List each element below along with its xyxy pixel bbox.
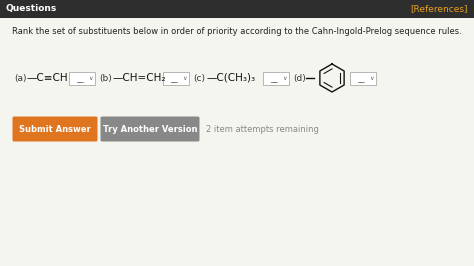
Text: Submit Answer: Submit Answer — [19, 124, 91, 134]
Text: ∨: ∨ — [369, 77, 374, 81]
Text: __: __ — [357, 74, 365, 84]
Text: —C≡CH: —C≡CH — [27, 73, 69, 83]
Text: (b): (b) — [99, 73, 112, 82]
Text: Questions: Questions — [6, 5, 57, 14]
Text: ∨: ∨ — [282, 77, 287, 81]
Text: (c): (c) — [193, 73, 205, 82]
Text: (a): (a) — [14, 73, 27, 82]
Text: __: __ — [270, 74, 278, 84]
FancyBboxPatch shape — [163, 72, 189, 85]
Text: 2 item attempts remaining: 2 item attempts remaining — [206, 124, 319, 134]
Text: [References]: [References] — [410, 5, 468, 14]
Text: ∨: ∨ — [88, 77, 92, 81]
Text: —CH=CH₂: —CH=CH₂ — [113, 73, 166, 83]
FancyBboxPatch shape — [0, 0, 474, 18]
FancyBboxPatch shape — [100, 117, 200, 142]
Text: Try Another Version: Try Another Version — [103, 124, 197, 134]
Text: —C(CH₃)₃: —C(CH₃)₃ — [207, 73, 256, 83]
FancyBboxPatch shape — [69, 72, 95, 85]
Text: (d): (d) — [293, 73, 306, 82]
Text: ∨: ∨ — [182, 77, 187, 81]
FancyBboxPatch shape — [263, 72, 289, 85]
FancyBboxPatch shape — [12, 117, 98, 142]
Text: Rank the set of substituents below in order of priority according to the Cahn-In: Rank the set of substituents below in or… — [12, 27, 462, 36]
Text: __: __ — [170, 74, 178, 84]
Text: __: __ — [76, 74, 84, 84]
FancyBboxPatch shape — [350, 72, 376, 85]
